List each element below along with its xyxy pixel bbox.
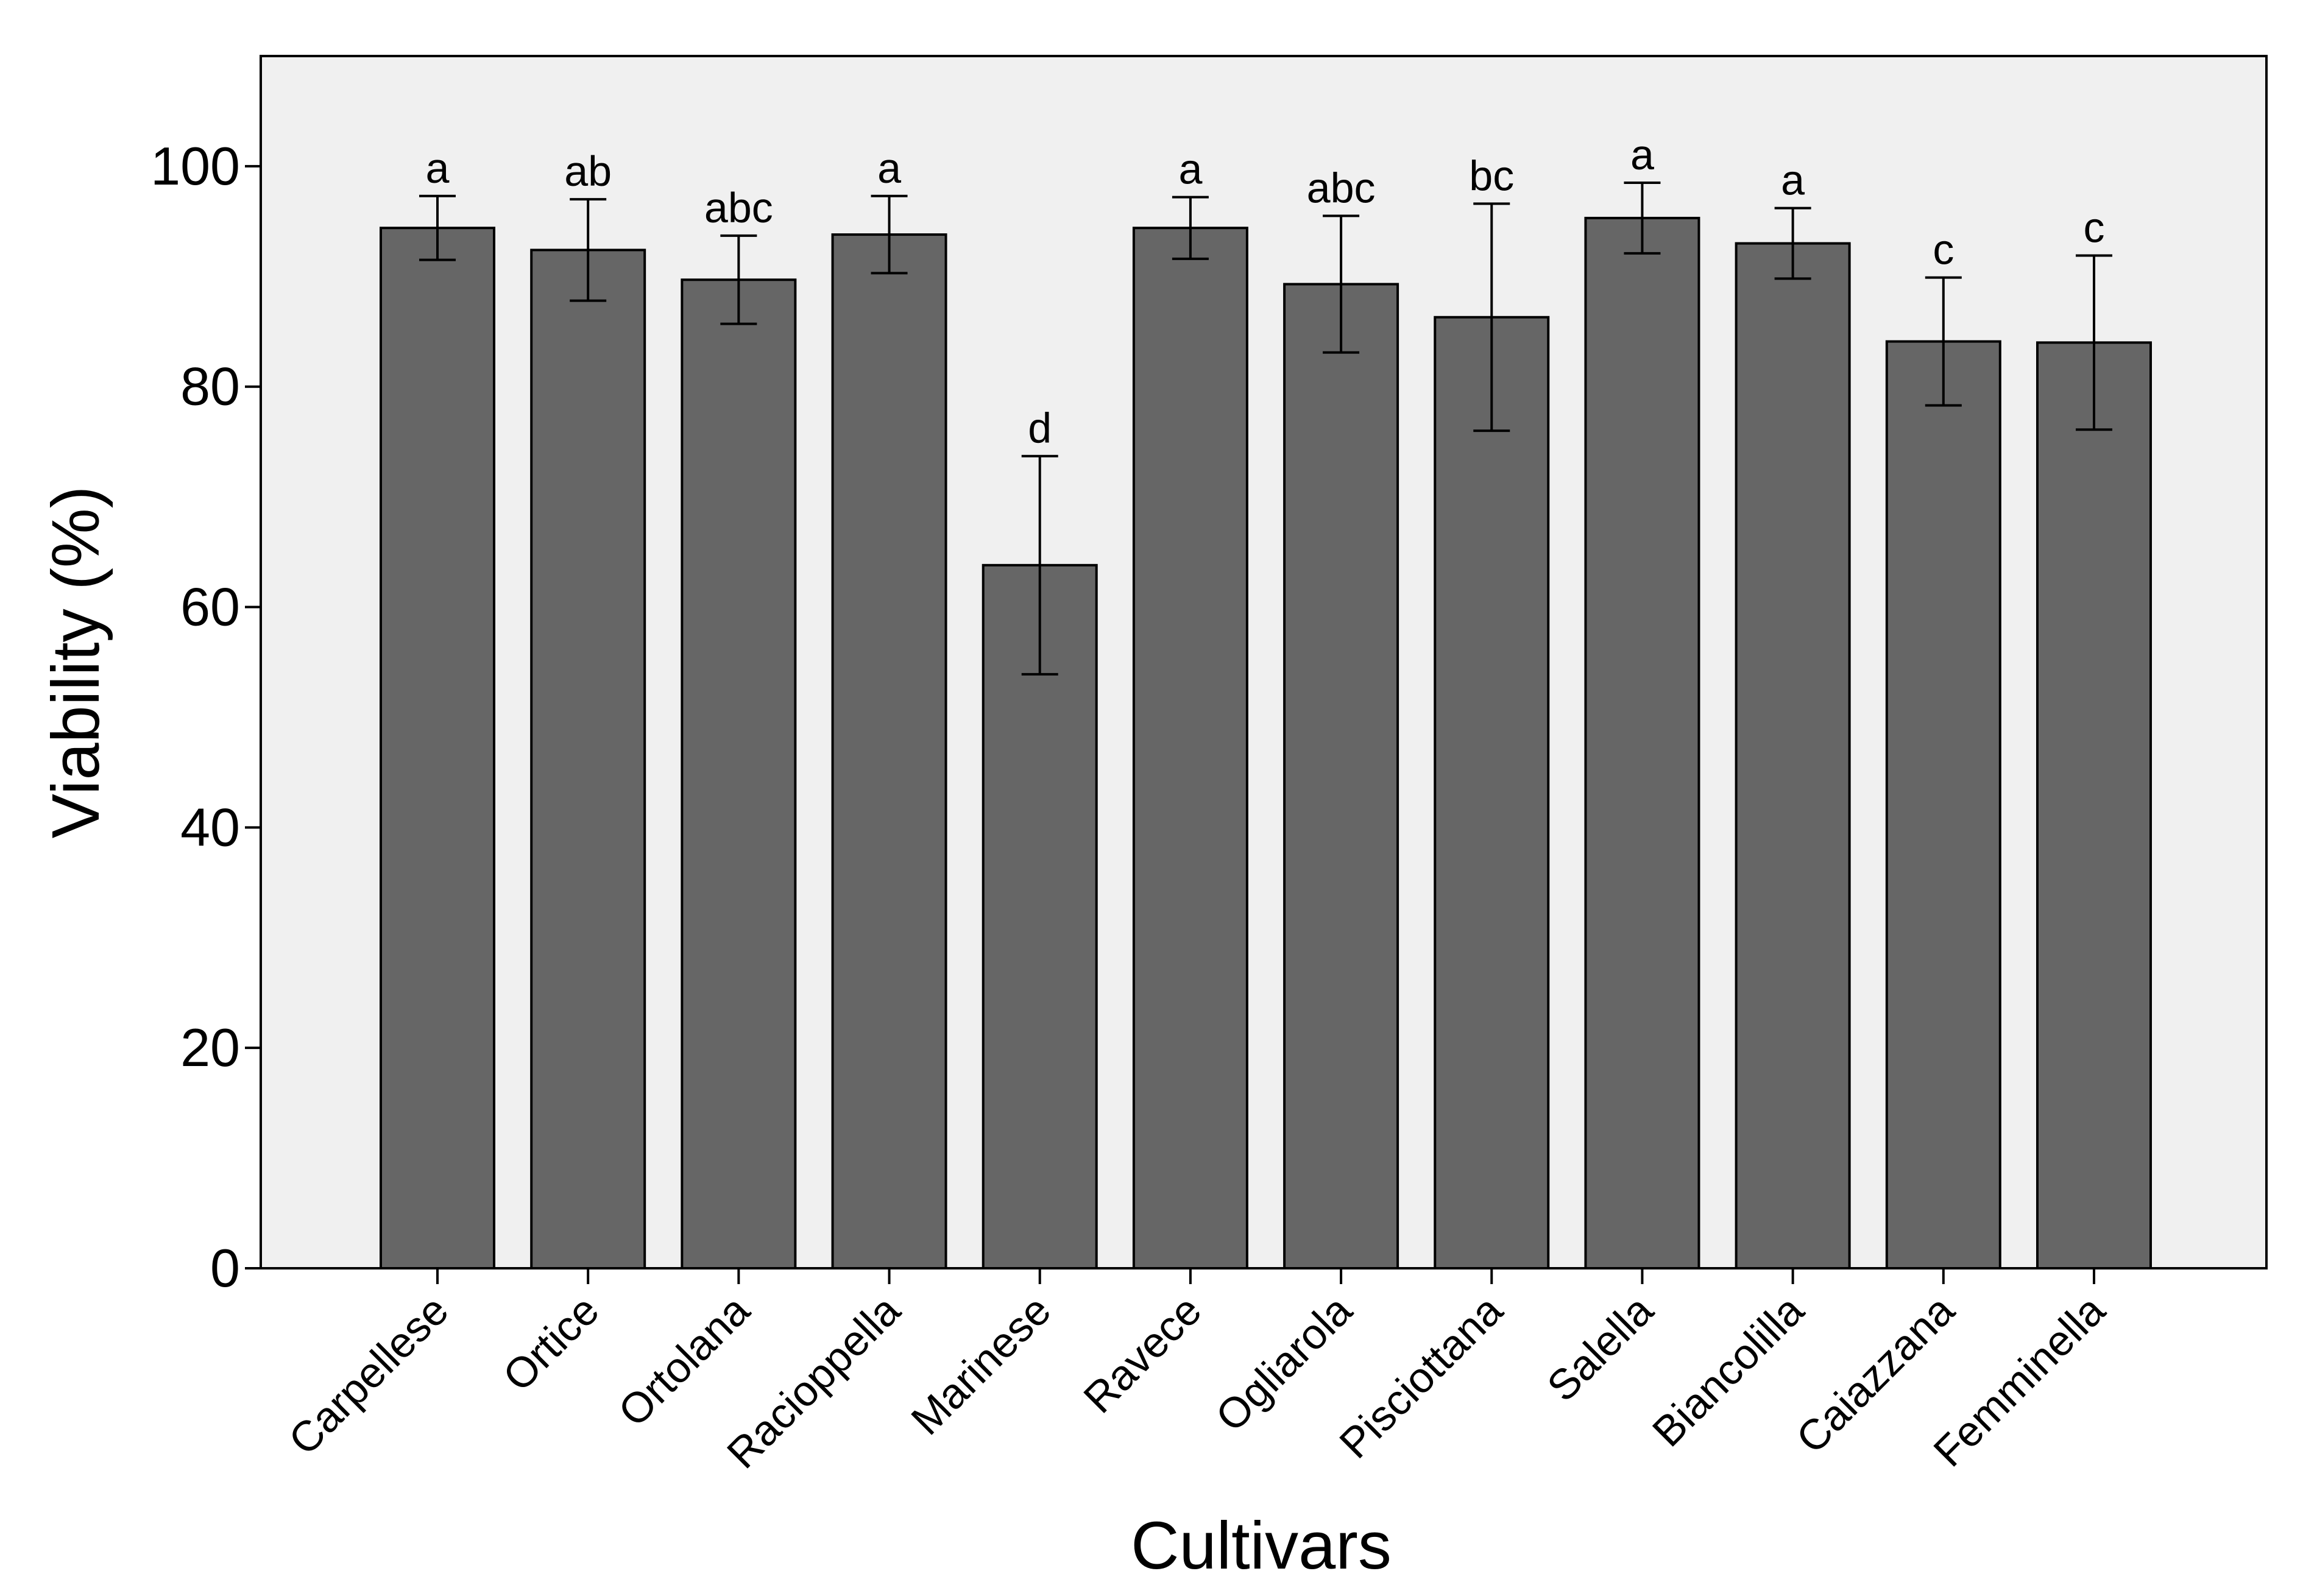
error-bars-layer xyxy=(419,182,2112,676)
significance-letter: ab xyxy=(564,147,612,195)
y-axis-title: Viability (%) xyxy=(38,486,113,839)
bar xyxy=(1885,340,2001,1269)
bar xyxy=(530,249,646,1269)
y-tick-label: 0 xyxy=(210,1238,240,1298)
bar xyxy=(1283,283,1399,1269)
x-tick-label: Ogliarola xyxy=(1206,1286,1360,1440)
x-tick-label: Ortolana xyxy=(609,1286,759,1435)
x-tick-label: Ravece xyxy=(1075,1286,1211,1422)
x-tick-label: Salella xyxy=(1538,1286,1662,1410)
bar xyxy=(2036,341,2152,1269)
bars-layer xyxy=(380,216,2152,1270)
y-tick-label: 60 xyxy=(180,577,240,637)
y-tick-label: 20 xyxy=(180,1017,240,1078)
bar xyxy=(831,233,947,1269)
x-tick-label: Biancolilla xyxy=(1643,1286,1813,1455)
bar xyxy=(1132,227,1248,1270)
significance-letter: a xyxy=(877,144,901,192)
bar xyxy=(380,227,495,1270)
bar xyxy=(1735,242,1851,1270)
significance-letter: abc xyxy=(1307,164,1376,211)
significance-letter: a xyxy=(1781,157,1805,204)
x-axis-title: Cultivars xyxy=(1131,1508,1392,1583)
significance-letter: a xyxy=(1630,131,1654,178)
x-tick-label: Carpellese xyxy=(280,1286,458,1464)
y-tick-label: 100 xyxy=(150,136,240,196)
significance-letters-layer: a ab abc a d a abc bc a a c c xyxy=(426,131,2105,452)
plot-frame xyxy=(260,55,2268,1269)
significance-letter: d xyxy=(1028,404,1052,452)
significance-letter: c xyxy=(2084,203,2105,251)
y-tick-label: 40 xyxy=(180,797,240,857)
significance-letter: c xyxy=(1933,226,1954,274)
x-tick-label: Marinese xyxy=(902,1286,1060,1444)
x-axis: Carpellese Ortice OrtolanaRacioppellaMarin… xyxy=(280,1268,2114,1477)
bar xyxy=(681,278,797,1269)
y-axis: 0 20 40 60 80 100 xyxy=(150,136,261,1298)
x-tick-label: Ortice xyxy=(494,1286,608,1400)
significance-letter: bc xyxy=(1469,152,1514,199)
significance-letter: a xyxy=(1178,146,1202,193)
significance-letter: abc xyxy=(704,184,773,231)
y-tick-label: 80 xyxy=(180,356,240,417)
bar xyxy=(1434,316,1550,1269)
x-tick-label: Pisciottana xyxy=(1331,1286,1512,1467)
significance-letter: a xyxy=(426,144,450,192)
bar xyxy=(1584,216,1700,1269)
